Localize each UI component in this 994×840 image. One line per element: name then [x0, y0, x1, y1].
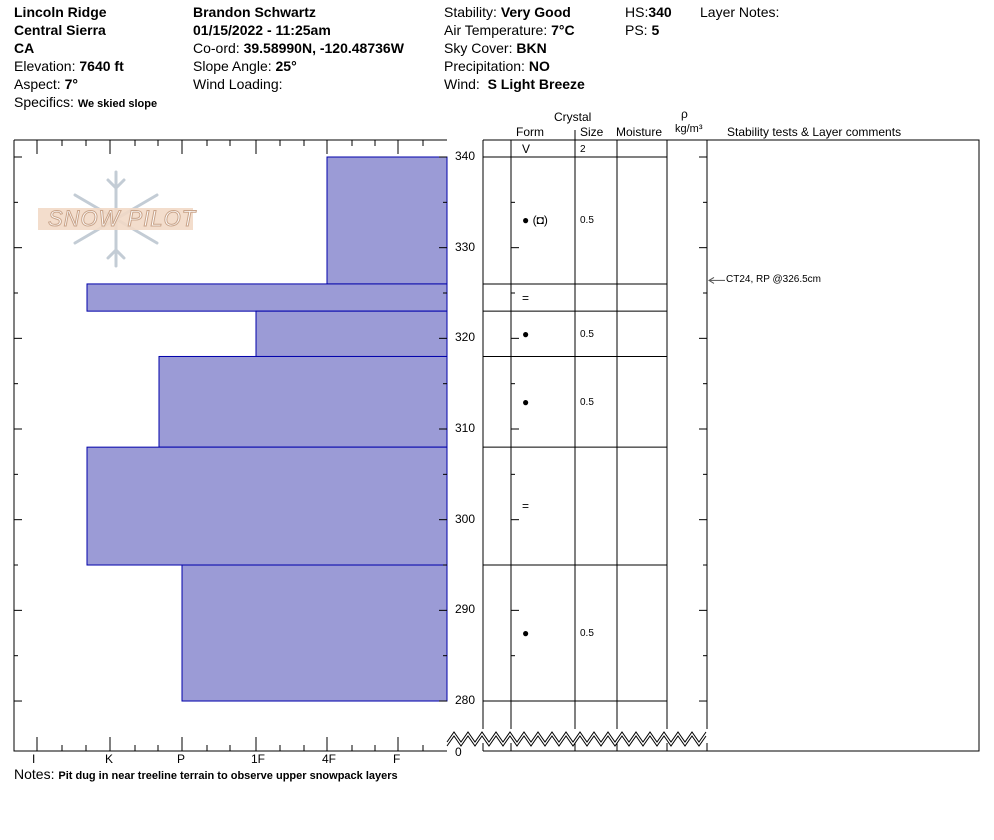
layer-bar	[255, 310, 448, 357]
crystal-header: Crystal	[554, 110, 592, 124]
elevation: Elevation: 7640 ft	[14, 58, 124, 74]
grain-size: 0.5	[580, 328, 594, 340]
grain-form: ●	[522, 626, 530, 641]
depth-label-290: 290	[455, 602, 476, 617]
size-header: Size	[580, 125, 604, 139]
wind-loading: Wind Loading:	[193, 76, 283, 92]
hs: HS:340	[625, 4, 672, 20]
air-temperature: Air Temperature: 7°C	[444, 22, 575, 38]
arrow-icon	[708, 276, 715, 284]
grain-form: ●	[522, 326, 530, 341]
sky-cover: Sky Cover: BKN	[444, 40, 547, 56]
hardness-label-F: F	[393, 752, 401, 766]
grain-size: 0.5	[580, 628, 594, 640]
state: CA	[14, 40, 35, 56]
depth-label-280: 280	[455, 693, 476, 708]
axis-break-line	[446, 731, 707, 743]
depth-label-340: 340	[455, 149, 476, 163]
ps: PS: 5	[625, 22, 660, 38]
layer-bar	[86, 283, 448, 312]
grain-size: 0.5	[580, 215, 594, 227]
snowpilot-logo: SNOW PILOT	[38, 170, 196, 270]
observer: Brandon Schwartz	[193, 4, 316, 20]
specifics: Specifics: We skied slope	[14, 94, 158, 110]
aspect: Aspect: 7°	[14, 76, 78, 92]
precipitation: Precipitation: NO	[444, 58, 550, 74]
layer-bar	[326, 156, 448, 285]
rho-header: ρ	[681, 107, 688, 121]
depth-label-330: 330	[455, 239, 476, 254]
comments-header: Stability tests & Layer comments	[727, 125, 902, 139]
depth-label-320: 320	[455, 330, 476, 345]
surface-size: 2	[580, 144, 586, 155]
form-header: Form	[516, 125, 544, 139]
notes: Notes: Pit dug in near treeline terrain …	[14, 766, 398, 783]
axis-break-line	[446, 735, 707, 747]
hardness-label-4F: 4F	[322, 752, 337, 766]
stability-test: CT24, RP @326.5cm	[726, 274, 822, 286]
density-unit-header: kg/m³	[675, 123, 703, 135]
depth-label-300: 300	[455, 511, 476, 526]
coordinates: Co-ord: 39.58990N, -120.48736W	[193, 40, 404, 56]
wind: Wind: S Light Breeze	[444, 76, 585, 92]
grain-size: 0.5	[580, 396, 594, 408]
depth-label-310: 310	[455, 421, 476, 435]
hardness-label-P: P	[177, 752, 186, 766]
hardness-label-1F: 1F	[251, 752, 266, 766]
layer-bar	[158, 355, 448, 448]
layer-notes-label: Layer Notes:	[700, 4, 780, 20]
grain-form: ● (◘)	[522, 213, 548, 228]
hardness-label-K: K	[105, 752, 114, 766]
grain-form: =	[522, 290, 530, 305]
datetime: 01/15/2022 - 11:25am	[193, 22, 331, 38]
comments-column	[706, 139, 980, 752]
moisture-header: Moisture	[616, 125, 663, 139]
depth-label-0: 0	[455, 745, 462, 759]
grain-form: ●	[522, 394, 530, 409]
layer-bar	[86, 446, 448, 566]
range: Central Sierra	[14, 22, 106, 38]
location: Lincoln Ridge	[14, 4, 107, 20]
surface-form: V	[522, 142, 531, 156]
slope-angle: Slope Angle: 25°	[193, 58, 297, 74]
grain-form: =	[522, 499, 530, 514]
stability: Stability: Very Good	[444, 4, 571, 20]
hardness-label-I: I	[32, 752, 36, 766]
layer-bar	[181, 564, 448, 702]
